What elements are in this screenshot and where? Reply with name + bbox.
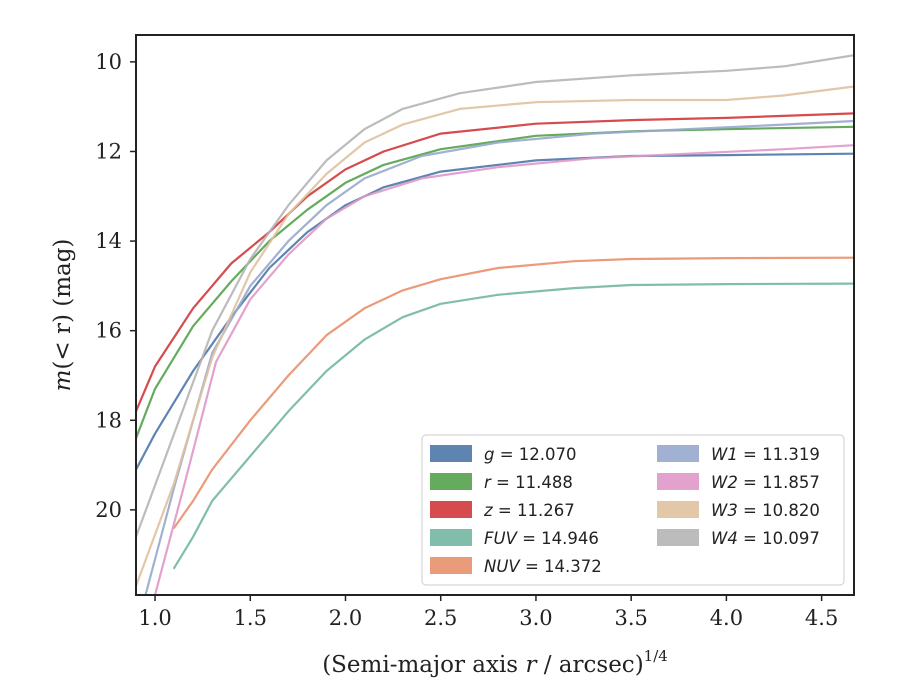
- x-tick-label: 3.5: [614, 606, 647, 630]
- legend-swatch-nuv: [430, 557, 472, 574]
- x-axis-label: (Semi-major axis r / arcsec)1/4: [322, 647, 668, 678]
- x-tick-label: 1.0: [138, 606, 171, 630]
- x-tick-label: 4.0: [710, 606, 743, 630]
- legend-label-g: g = 12.070: [484, 445, 577, 464]
- series-line-w4: [136, 54, 854, 538]
- series-line-w1: [144, 119, 854, 595]
- series-line-nuv: [173, 256, 854, 529]
- y-axis: 10 12 14 16 18 20: [95, 50, 136, 522]
- legend-label-w4: W4 = 10.097: [711, 529, 820, 548]
- y-tick-label: 10: [95, 50, 122, 74]
- legend-swatch-g: [430, 445, 472, 462]
- legend-swatch-z: [430, 501, 472, 518]
- x-tick-label: 2.0: [329, 606, 362, 630]
- legend: g = 12.070 r = 11.488 z = 11.267 FUV = 14.9…: [421, 434, 845, 586]
- series-line-fuv: [173, 282, 854, 570]
- legend-label-z: z = 11.267: [483, 501, 575, 520]
- legend-label-nuv: NUV = 14.372: [484, 557, 602, 576]
- legend-label-w3: W3 = 10.820: [711, 501, 820, 520]
- y-tick-label: 12: [95, 139, 122, 163]
- legend-swatch-fuv: [430, 529, 472, 546]
- series-line-w3: [136, 85, 854, 588]
- series-layer: [136, 54, 854, 595]
- series-line-z: [136, 112, 854, 413]
- y-tick-label: 18: [95, 408, 122, 432]
- legend-label-fuv: FUV = 14.946: [484, 529, 599, 548]
- legend-swatch-r: [430, 473, 472, 490]
- legend-box: [421, 434, 845, 586]
- legend-label-r: r = 11.488: [484, 473, 573, 492]
- series-line-w2: [153, 144, 854, 595]
- y-axis-label: m(< r) (mag): [50, 239, 76, 392]
- legend-swatch-w3: [657, 501, 699, 518]
- legend-label-w1: W1 = 11.319: [711, 445, 820, 464]
- legend-swatch-w4: [657, 529, 699, 546]
- x-tick-label: 3.0: [519, 606, 552, 630]
- legend-label-w2: W2 = 11.857: [711, 473, 820, 492]
- y-tick-label: 20: [95, 498, 122, 522]
- x-axis: 1.0 1.5 2.0 2.5 3.0 3.5 4.0 4.5: [138, 595, 838, 630]
- x-tick-label: 4.5: [805, 606, 838, 630]
- y-tick-label: 16: [95, 319, 122, 343]
- plot-frame: [135, 34, 855, 596]
- legend-swatch-w1: [657, 445, 699, 462]
- legend-swatch-w2: [657, 473, 699, 490]
- y-tick-label: 14: [95, 229, 122, 253]
- x-tick-label: 1.5: [234, 606, 267, 630]
- x-tick-label: 2.5: [424, 606, 457, 630]
